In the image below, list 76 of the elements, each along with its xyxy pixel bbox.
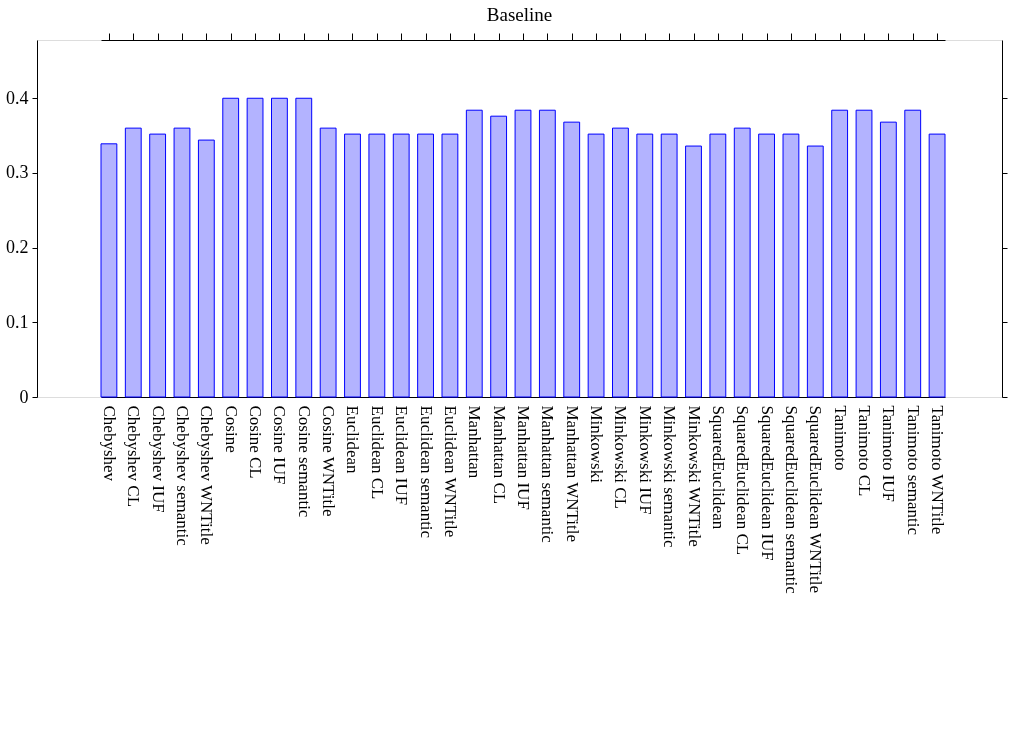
x-tick-label: Euclidean WNTitle [440,405,460,538]
bar [928,133,946,398]
x-tick-label: Cosine CL [246,405,266,479]
x-tick-label: SquaredEuclidean CL [733,405,753,556]
x-tick-label: Minkowski CL [611,405,631,509]
x-tick-label: Manhattan WNTitle [562,405,582,542]
bar [124,127,142,398]
bar [149,133,167,398]
bar [538,109,556,398]
x-tick-label: SquaredEuclidean semantic [781,405,801,595]
y-tick-label: 0.4 [6,87,29,108]
x-tick-label: Tanimoto [830,405,850,471]
x-tick-label: Minkowski WNTitle [684,405,704,547]
bar [904,109,922,398]
bar [685,145,702,398]
bar [100,143,118,398]
x-tick-label: Tanimoto WNTitle [928,405,948,535]
bar [709,133,727,398]
bar [271,97,288,398]
x-tick-label: Chebyshev WNTitle [197,405,217,545]
x-tick-label: SquaredEuclidean WNTitle [806,405,826,593]
x-tick-label: Minkowski semantic [660,405,680,549]
bar [855,109,873,398]
bar [514,109,532,398]
x-tick-label: Manhattan semantic [538,405,558,544]
bar [344,133,361,398]
bar [660,133,678,398]
bar [295,97,313,398]
x-tick-label: Manhattan [465,405,485,479]
bar [587,133,605,398]
bar [490,115,508,398]
bar [636,133,654,398]
bar [173,127,191,398]
chart-title: Baseline [486,3,553,25]
bar [831,109,849,398]
bar [222,97,240,398]
x-tick-label: Minkowski IUF [635,405,655,515]
bar [733,127,751,398]
x-tick-label: Euclidean semantic [416,405,436,539]
x-tick-label: Minkowski [587,405,607,484]
x-tick-label: Tanimoto IUF [879,405,899,503]
bar [879,121,897,398]
bar [465,109,483,398]
bar [758,133,775,398]
bar [368,133,386,398]
x-tick-label: Chebyshev IUF [148,405,168,513]
bar [612,127,629,398]
bar [417,133,434,398]
x-tick-label: SquaredEuclidean IUF [757,405,777,561]
x-tick-label: Cosine WNTitle [319,405,339,517]
x-tick-label: Cosine IUF [270,405,290,485]
x-tick-label: Cosine semantic [294,405,314,518]
x-tick-label: Manhattan CL [489,405,509,505]
x-tick-label: Chebyshev [99,405,119,482]
x-tick-label: Euclidean [343,405,363,474]
y-tick-label: 0.1 [6,311,29,332]
bar [197,139,215,398]
x-tick-label: SquaredEuclidean [708,405,728,530]
bar [246,97,264,398]
y-tick-label: 0.2 [6,237,29,258]
x-tick-label: Cosine [221,405,241,453]
x-tick-label: Chebyshev semantic [172,405,192,547]
x-tick-label: Chebyshev CL [124,405,144,508]
x-tick-label: Manhattan IUF [514,405,533,510]
bar [806,145,824,398]
y-tick-label: 0.3 [6,162,29,183]
bar [441,133,459,398]
bar [392,133,410,398]
bar [563,121,581,398]
bar [782,133,800,398]
x-tick-label: Euclidean CL [367,405,387,500]
bar [319,127,337,398]
x-tick-label: Tanimoto semantic [903,405,923,536]
x-tick-label: Tanimoto CL [855,405,875,497]
x-tick-label: Euclidean IUF [392,405,412,506]
y-tick-label: 0 [19,386,29,407]
